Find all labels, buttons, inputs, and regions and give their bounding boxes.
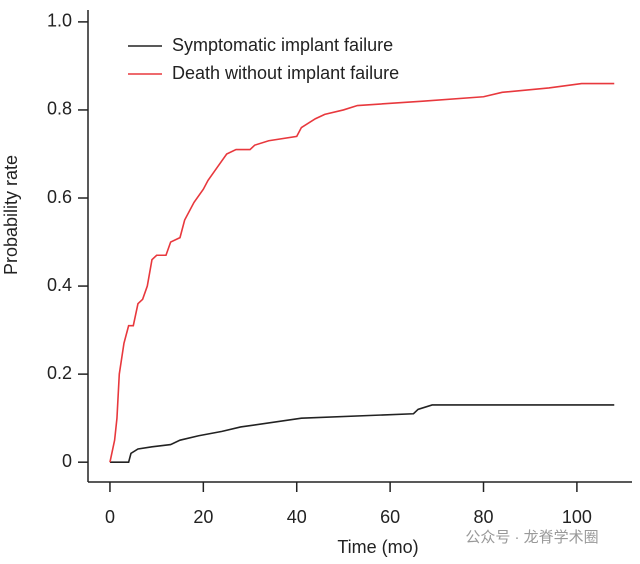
- y-tick-label: 0.2: [47, 363, 72, 383]
- legend-label: Death without implant failure: [172, 63, 399, 83]
- x-tick-label: 80: [473, 507, 493, 527]
- y-tick-label: 0.6: [47, 187, 72, 207]
- x-tick-label: 40: [287, 507, 307, 527]
- x-tick-label: 20: [193, 507, 213, 527]
- watermark: 公众号 · 龙脊学术圈: [465, 529, 598, 546]
- y-axis-label: Probability rate: [1, 155, 21, 275]
- series-line: [109, 82, 615, 463]
- y-tick-label: 0.8: [47, 99, 72, 119]
- x-tick-label: 0: [105, 507, 115, 527]
- legend-label: Symptomatic implant failure: [172, 35, 393, 55]
- y-tick-label: 0.4: [47, 275, 72, 295]
- y-tick-label: 0: [62, 451, 72, 471]
- y-tick-label: 1.0: [47, 11, 72, 31]
- x-axis-label: Time (mo): [337, 537, 418, 557]
- x-tick-label: 60: [380, 507, 400, 527]
- series-line: [109, 404, 615, 463]
- x-tick-label: 100: [562, 507, 592, 527]
